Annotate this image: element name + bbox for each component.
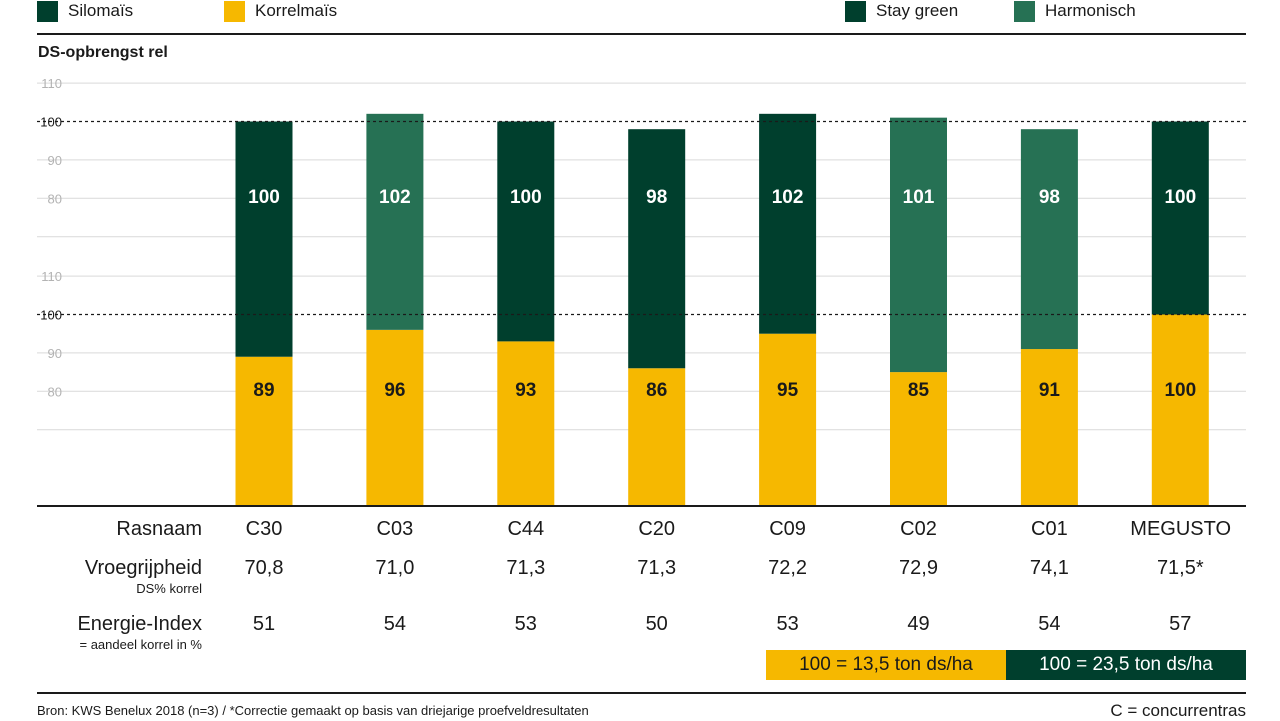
silo-tick-label: 80 [48, 191, 62, 206]
legend-swatch-harmonisch [1014, 0, 1035, 22]
silo-data-label: 102 [379, 187, 411, 208]
korrel-bar-c01 [1020, 349, 1078, 506]
silo-bar-c30 [235, 121, 293, 357]
silo-data-label: 100 [510, 187, 542, 208]
korrel-data-label: 86 [646, 380, 667, 401]
silo-data-label: 100 [248, 187, 280, 208]
korrel-bar-c09 [759, 333, 817, 506]
rasnaam-cell: C03 [376, 518, 414, 540]
vroegrijpheid-label: Vroegrijpheid [84, 557, 202, 579]
korrel-tick-label: 80 [48, 384, 62, 399]
vroegrijpheid-cell: 71,0 [375, 557, 415, 579]
rasnaam-cell: C02 [900, 518, 937, 540]
vroegrijpheid-cell: 71,3 [637, 557, 677, 579]
basis-korrel: 100 = 13,5 ton ds/ha [766, 650, 1006, 680]
rasnaam-cell: C09 [769, 518, 806, 540]
silo-bar-c09 [759, 113, 817, 334]
legend-label-silomais: Silomaïs [68, 1, 134, 20]
silo-tick-label: 110 [41, 76, 62, 91]
silo-data-label: 101 [903, 187, 935, 208]
top-rule [37, 33, 1246, 35]
legend-label-stay-green: Stay green [876, 1, 959, 20]
korrel-bar-c02 [890, 372, 947, 506]
korrel-bar-c20 [628, 368, 686, 506]
silo-data-label: 98 [1039, 187, 1060, 208]
rasnaam-cell: MEGUSTO [1130, 518, 1232, 540]
korrel-data-label: 91 [1039, 380, 1061, 401]
korrel-bar-megusto [1151, 314, 1209, 506]
footer-note: C = concurrentras [1110, 701, 1246, 720]
korrel-bar-c30 [235, 356, 293, 506]
korrel-tick-label: 90 [48, 346, 62, 361]
legend-korrelmais: Korrelmaïs [224, 0, 337, 22]
rasnaam-cell: C20 [638, 518, 676, 540]
vroegrijpheid-cell: 71,5* [1156, 557, 1204, 579]
vroegrijpheid-cell: 72,9 [899, 557, 938, 579]
energie-index-cell: 53 [776, 613, 799, 635]
silo-bar-c20 [628, 129, 686, 369]
bottom-rule [37, 692, 1246, 694]
silo-tick-label: 100 [40, 115, 62, 130]
energie-index-sub: = aandeel korrel in % [79, 637, 203, 652]
energie-index-cell: 49 [907, 613, 930, 635]
legend-swatch-korrelmais [224, 0, 245, 22]
vroegrijpheid-cell: 70,8 [244, 557, 284, 579]
energie-index-cell: 50 [645, 613, 668, 635]
basis-silo: 100 = 23,5 ton ds/ha [1006, 650, 1246, 680]
korrel-tick-label: 100 [40, 308, 62, 323]
silo-tick-label: 90 [48, 153, 62, 168]
korrel-tick-label: 110 [41, 269, 62, 284]
energie-index-cell: 53 [514, 613, 537, 635]
vroegrijpheid-cell: 74,1 [1029, 557, 1069, 579]
vroegrijpheid-cell: 71,3 [506, 557, 546, 579]
korrel-data-label: 89 [253, 380, 274, 401]
silo-bar-c01 [1020, 129, 1078, 350]
rasnaam-cell: C44 [507, 518, 545, 540]
legend-label-harmonisch: Harmonisch [1045, 1, 1136, 20]
silo-bar-c03 [366, 113, 424, 330]
energie-index-label: Energie-Index [77, 613, 202, 635]
legend-silomais: Silomaïs [37, 0, 133, 22]
silo-data-label: 98 [646, 187, 667, 208]
korrel-data-label: 95 [777, 380, 799, 401]
footer-source: Bron: KWS Benelux 2018 (n=3) / *Correcti… [37, 703, 589, 718]
energie-index-cell: 51 [252, 613, 276, 635]
energie-index-cell: 54 [1038, 613, 1061, 635]
rasnaam-cell: C30 [245, 518, 283, 540]
korrel-data-label: 96 [384, 380, 405, 401]
korrel-bar-c03 [366, 329, 424, 506]
silo-data-label: 102 [772, 187, 804, 208]
silo-data-label: 100 [1164, 187, 1196, 208]
legend-swatch-silomais [37, 0, 58, 22]
vroegrijpheid-sub: DS% korrel [136, 581, 202, 596]
energie-index-cell: 57 [1169, 613, 1192, 635]
silo-bar-c44 [497, 121, 555, 342]
vroegrijpheid-cell: 72,2 [768, 557, 808, 579]
silo-bar-megusto [1151, 121, 1209, 315]
legend-stay-green: Stay green [845, 0, 958, 22]
energie-index-cell: 54 [383, 613, 407, 635]
rasnaam-cell: C01 [1031, 518, 1068, 540]
korrel-data-label: 100 [1164, 380, 1196, 401]
y-axis-title: DS-opbrengst rel [38, 44, 168, 61]
legend-swatch-stay-green [845, 0, 866, 22]
korrel-data-label: 93 [515, 380, 536, 401]
korrel-bar-c44 [497, 341, 555, 506]
legend-harmonisch: Harmonisch [1014, 0, 1136, 22]
stacked-bar-chart: 110 100 90 80 110 100 90 80 100 89 102 96 100 93 98 86 1… [37, 76, 1246, 507]
legend-label-korrelmais: Korrelmaïs [255, 1, 338, 20]
rasnaam-label: Rasnaam [116, 518, 202, 540]
korrel-data-label: 85 [908, 380, 930, 401]
silo-bar-c02 [890, 117, 947, 373]
